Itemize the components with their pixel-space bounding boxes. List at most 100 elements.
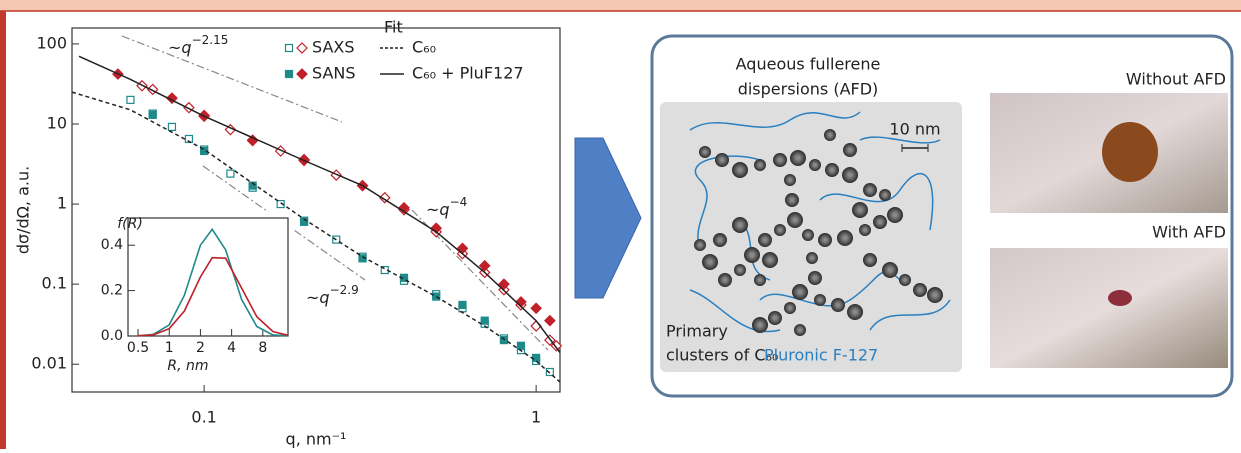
y-tick-label: 0.01 (31, 354, 67, 373)
fullerene (787, 212, 803, 228)
annotation-exponent: −4 (450, 195, 468, 209)
fullerene (863, 253, 877, 267)
plot-frame (71, 27, 561, 393)
fullerene (847, 304, 863, 320)
fullerene (913, 283, 927, 297)
cluster-label: clusters of C₆₀ (666, 346, 778, 365)
y-tick-label: 100 (36, 33, 67, 52)
fullerene (843, 143, 857, 157)
fullerene (882, 262, 898, 278)
wound (1108, 290, 1132, 306)
marker (148, 110, 157, 119)
marker (498, 278, 510, 290)
marker (516, 341, 526, 350)
fullerene (825, 163, 839, 177)
x-axis-label: R, nm (167, 358, 208, 374)
fullerene (927, 287, 943, 303)
x-tick-label: 1 (531, 408, 541, 427)
y-axis-label: f(R) (117, 216, 143, 232)
marker (378, 191, 391, 204)
fullerene (859, 224, 871, 236)
fullerene (806, 252, 818, 264)
line (71, 91, 561, 383)
fullerene (715, 153, 729, 167)
marker (184, 134, 194, 144)
fullerene (802, 229, 814, 241)
clusters (694, 129, 943, 336)
fullerene (732, 162, 748, 178)
polymer-label: Pluronic F-127 (764, 346, 878, 365)
legend-label: C₆₀ (412, 38, 436, 57)
annotation-variable: q (181, 38, 191, 57)
fullerene (768, 311, 782, 325)
marker (296, 42, 308, 54)
annotation-prefix: ~ (168, 38, 181, 57)
fullerene (762, 252, 778, 268)
left-strip (0, 11, 6, 449)
fullerene (808, 271, 822, 285)
y-tick-label: 0.0 (101, 328, 123, 344)
fullerene (824, 129, 836, 141)
fullerene (837, 230, 853, 246)
cluster-label: Primary (666, 322, 728, 341)
annotation-prefix: ~ (426, 200, 439, 219)
annotation-variable: q (439, 200, 449, 219)
marker (248, 181, 257, 190)
marker (284, 69, 294, 79)
x-tick-label: 8 (258, 340, 267, 356)
fullerene (754, 274, 766, 286)
fullerene (758, 233, 772, 247)
marker (544, 314, 556, 327)
fullerene (887, 207, 903, 223)
line (137, 256, 289, 337)
fullerene (809, 159, 821, 171)
fullerene (873, 215, 887, 229)
y-tick-label: 0.1 (42, 274, 67, 293)
fullerene (699, 146, 711, 158)
legend-title: Fit (384, 18, 403, 37)
arrow (574, 137, 642, 299)
marker (478, 259, 491, 272)
photo (990, 248, 1228, 368)
photo-label: Without AFD (1126, 70, 1226, 89)
fullerene (863, 183, 877, 197)
fullerene (814, 294, 826, 306)
marker (458, 300, 467, 310)
fullerene (774, 224, 786, 236)
top-bar (0, 0, 1241, 11)
fullerene (784, 302, 796, 314)
wound (1102, 122, 1158, 182)
fullerene (734, 264, 746, 276)
x-tick-label: 0.5 (127, 340, 149, 356)
diagram-title: dispersions (AFD) (738, 80, 879, 99)
y-tick-label: 1 (57, 194, 67, 213)
fullerene (754, 159, 766, 171)
line (78, 55, 561, 353)
marker (532, 353, 541, 362)
fullerene (831, 298, 845, 312)
annotation: ~q−2.9 (306, 283, 359, 307)
marker (296, 68, 308, 80)
polymer-chains (689, 111, 951, 333)
annotation: ~q−2.15 (168, 33, 228, 57)
x-tick-label: 0.1 (191, 408, 216, 427)
fullerene (732, 217, 748, 233)
y-tick-label: 10 (47, 113, 67, 132)
y-tick-label: 0.2 (101, 283, 123, 299)
annotation-prefix: ~ (306, 288, 319, 307)
fullerene (702, 254, 718, 270)
line (137, 227, 289, 337)
inset-background (84, 212, 292, 374)
fullerene (744, 247, 760, 263)
diagram-title: Aqueous fullerene (736, 55, 881, 74)
fullerene (694, 239, 706, 251)
annotation: ~q−4 (426, 195, 467, 219)
x-tick-label: 4 (227, 340, 236, 356)
annotation-variable: q (319, 288, 329, 307)
marker (276, 199, 285, 209)
fullerene (713, 233, 727, 247)
legend-label: C₆₀ + PluF127 (412, 64, 524, 83)
fullerene (718, 273, 732, 287)
fullerene (790, 150, 806, 166)
